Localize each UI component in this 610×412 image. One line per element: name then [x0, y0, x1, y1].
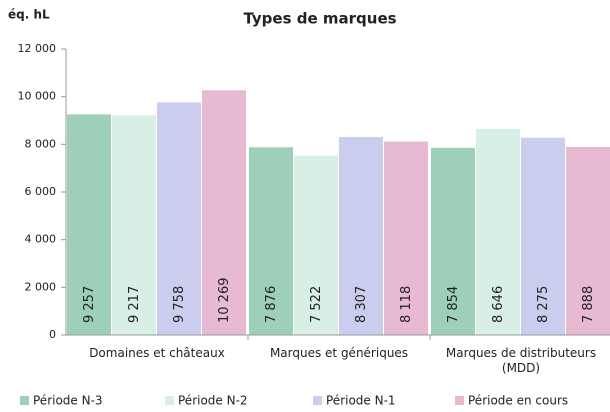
- y-tick-label: 8 000: [25, 137, 57, 150]
- bar: [384, 141, 428, 335]
- bar: [112, 115, 156, 336]
- data-label: 7 854: [446, 286, 461, 323]
- data-label: 8 307: [354, 286, 369, 323]
- legend-label: Période en cours: [468, 394, 568, 408]
- bar: [476, 128, 520, 335]
- y-tick-label: 2 000: [25, 280, 57, 293]
- bar: [431, 147, 475, 335]
- data-label: 7 888: [581, 286, 596, 323]
- bar: [521, 137, 565, 335]
- bar: [566, 147, 610, 335]
- chart-title: Types de marques: [243, 10, 396, 28]
- data-label: 7 522: [309, 286, 324, 323]
- legend-label: Période N-2: [178, 394, 248, 408]
- data-label: 9 257: [82, 286, 97, 323]
- y-tick-label: 4 000: [25, 233, 57, 246]
- x-tick-label: Domaines et châteaux: [89, 346, 225, 360]
- data-label: 9 758: [172, 286, 187, 323]
- legend-label: Période N-3: [33, 394, 103, 408]
- bar: [249, 147, 293, 335]
- bar: [339, 137, 383, 335]
- bar: [294, 155, 338, 335]
- y-tick-label: 10 000: [18, 90, 57, 103]
- x-tick-label: Marques de distributeurs (MDD): [445, 346, 597, 375]
- legend-swatch: [20, 396, 29, 405]
- legend-swatch: [165, 396, 174, 405]
- data-label: 8 118: [399, 286, 414, 323]
- data-label: 8 646: [491, 286, 506, 323]
- legend-swatch: [455, 396, 464, 405]
- y-tick-label: 0: [49, 328, 56, 341]
- y-tick-label: 12 000: [18, 42, 57, 55]
- data-label: 8 275: [536, 286, 551, 323]
- y-tick-label: 6 000: [25, 185, 57, 198]
- data-label: 7 876: [264, 286, 279, 323]
- legend-swatch: [313, 396, 322, 405]
- bar: [202, 90, 246, 336]
- legend-label: Période N-1: [326, 394, 396, 408]
- bar: [157, 102, 201, 336]
- x-tick-label: Marques et génériques: [269, 346, 409, 360]
- y-axis-label: éq. hL: [8, 8, 50, 22]
- bar: [67, 114, 111, 335]
- data-label: 9 217: [127, 286, 142, 323]
- data-label: 10 269: [217, 278, 232, 324]
